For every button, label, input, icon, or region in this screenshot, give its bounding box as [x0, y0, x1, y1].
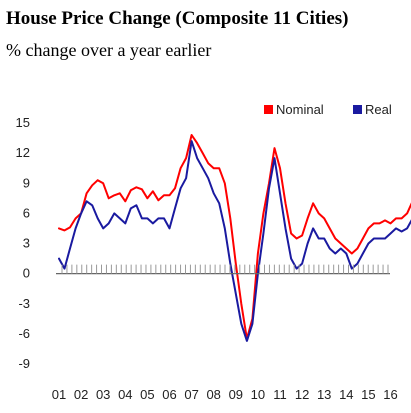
x-tick-label: 09 — [229, 387, 243, 402]
x-tick-label: 13 — [317, 387, 331, 402]
y-tick-label: 6 — [23, 205, 30, 220]
series-line-nominal — [58, 134, 411, 340]
x-tick-label: 02 — [74, 387, 88, 402]
legend-label-nominal: Nominal — [276, 102, 324, 117]
x-tick-label: 07 — [184, 387, 198, 402]
x-tick-label: 16 — [383, 387, 397, 402]
x-tick-label: 11 — [273, 387, 287, 402]
y-tick-label: -9 — [18, 356, 30, 371]
x-tick-label: 06 — [162, 387, 176, 402]
x-tick-label: 05 — [140, 387, 154, 402]
x-tick-label: 03 — [96, 387, 110, 402]
y-tick-label: 9 — [23, 175, 30, 190]
x-tick-label: 04 — [118, 387, 132, 402]
x-tick-label: 08 — [206, 387, 220, 402]
y-tick-label: 0 — [23, 266, 30, 281]
y-tick-label: -3 — [18, 296, 30, 311]
y-tick-label: -6 — [18, 326, 30, 341]
legend-swatch-real — [353, 105, 362, 114]
series-line-real — [58, 140, 411, 342]
chart-legend: Nominal Real — [264, 102, 392, 117]
x-tick-label: 12 — [295, 387, 309, 402]
x-tick-label: 14 — [339, 387, 353, 402]
y-tick-label: 15 — [16, 115, 30, 130]
y-tick-label: 12 — [16, 145, 30, 160]
x-tick-label: 10 — [251, 387, 265, 402]
legend-label-real: Real — [365, 102, 392, 117]
page-subtitle: % change over a year earlier — [6, 40, 212, 60]
x-tick-label: 15 — [361, 387, 375, 402]
x-tick-label: 01 — [52, 387, 66, 402]
y-tick-label: 3 — [23, 236, 30, 251]
legend-swatch-nominal — [264, 105, 273, 114]
page-title: House Price Change (Composite 11 Cities) — [6, 8, 349, 29]
